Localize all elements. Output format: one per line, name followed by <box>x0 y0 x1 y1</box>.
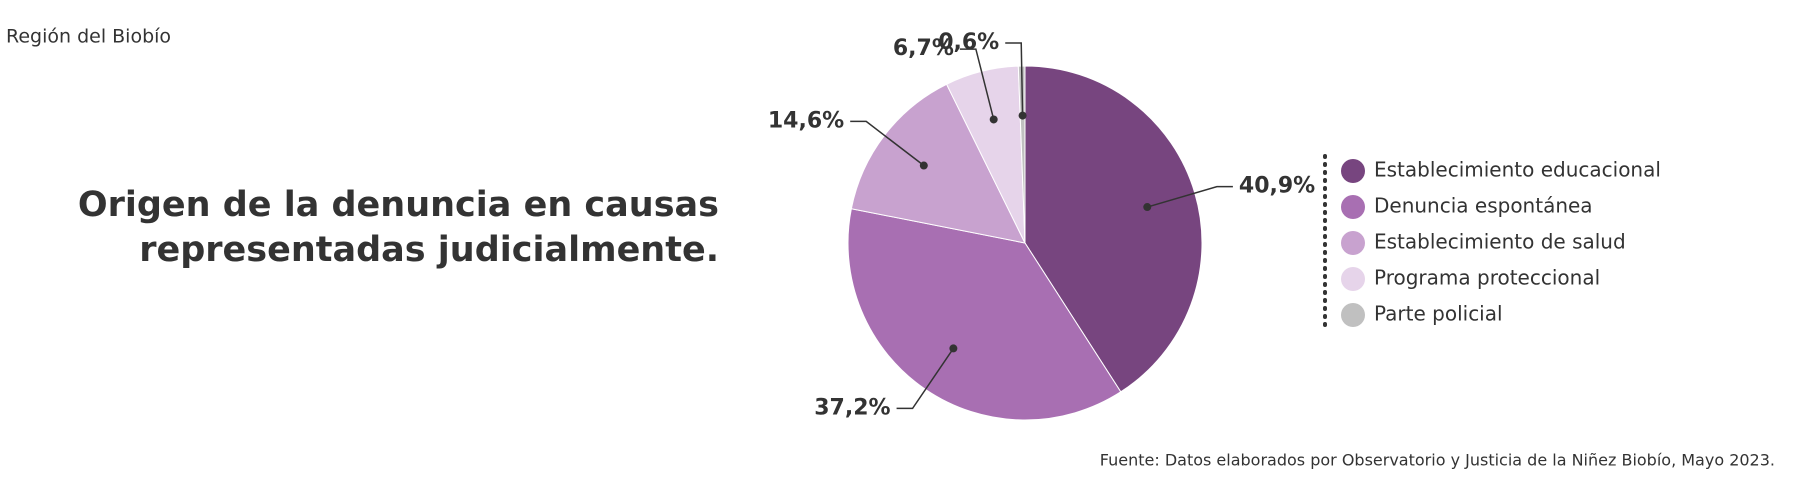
chart-title: representadas judicialmente. <box>139 230 719 270</box>
data-label: 6,7% <box>893 36 954 61</box>
legend-label: Programa proteccional <box>1374 266 1600 290</box>
leader-line <box>896 347 954 410</box>
subtitle: Región del Biobío <box>6 26 171 48</box>
leader-line <box>1147 185 1233 208</box>
legend-swatch <box>1341 303 1365 327</box>
data-label: 37,2% <box>814 395 890 420</box>
legend-label: Denuncia espontánea <box>1374 194 1593 218</box>
leader-line <box>959 48 995 120</box>
data-label: 40,9% <box>1239 174 1315 199</box>
legend-swatch <box>1341 195 1365 219</box>
leader-line <box>850 120 925 167</box>
legend-swatch <box>1341 267 1365 291</box>
leader-line <box>1005 42 1024 116</box>
legend-label: Parte policial <box>1374 302 1503 326</box>
data-label: 0,6% <box>938 30 999 55</box>
source: Fuente: Datos elaborados por Observatori… <box>1100 451 1775 470</box>
legend-swatch <box>1341 159 1365 183</box>
data-label: 14,6% <box>768 108 844 133</box>
legend-swatch <box>1341 231 1365 255</box>
chart-title: Origen de la denuncia en causas <box>78 185 719 225</box>
legend-label: Establecimiento de salud <box>1374 230 1626 254</box>
legend-label: Establecimiento educacional <box>1374 158 1661 182</box>
